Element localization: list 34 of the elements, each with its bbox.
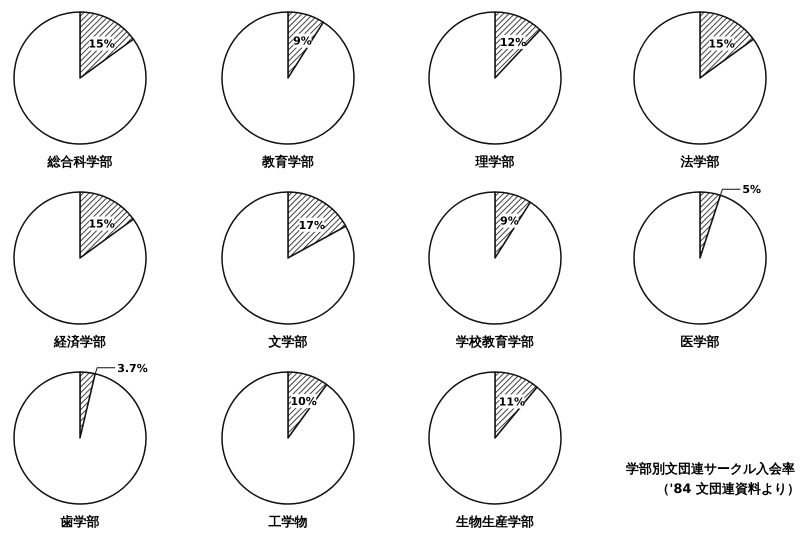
text: 教育学部 [261,154,314,170]
data-label: 17% [298,218,325,232]
text: 生物生産学部 [455,514,534,530]
text: 文学部 [268,334,308,350]
text: 総合科学部 [46,154,112,170]
data-label: 5% [742,183,762,196]
text: 経済学部 [53,334,106,350]
pie-slice [428,11,562,145]
pie-slice [428,191,562,325]
data-label: 11% [498,396,526,408]
pie-slice [13,11,147,145]
data-label: 10% [290,395,317,408]
pie-slice [428,371,562,505]
pie-slice [13,191,147,325]
text: 学部別文団連サークル入会率 [626,461,795,477]
pie-slice [221,371,355,505]
text: （'84 文団連資料より） [656,481,800,497]
pie-slice [221,191,355,325]
text: 理学部 [474,154,514,170]
pie-slice [13,371,147,505]
data-label: 15% [88,218,115,231]
text: 学校教育学部 [456,334,534,350]
text: 工学物 [268,515,308,530]
pie-slice [221,11,355,145]
text: 医学部 [680,334,720,350]
data-label: 3.7% [117,362,148,375]
data-label: 9% [293,34,312,48]
text: 歯学部 [60,514,100,530]
data-label: 15% [88,38,115,51]
data-label: 12% [500,36,526,49]
data-label: 15% [708,38,735,51]
text: 法学部 [680,154,720,170]
pie-slice [633,11,767,145]
data-label: 9% [500,214,519,228]
